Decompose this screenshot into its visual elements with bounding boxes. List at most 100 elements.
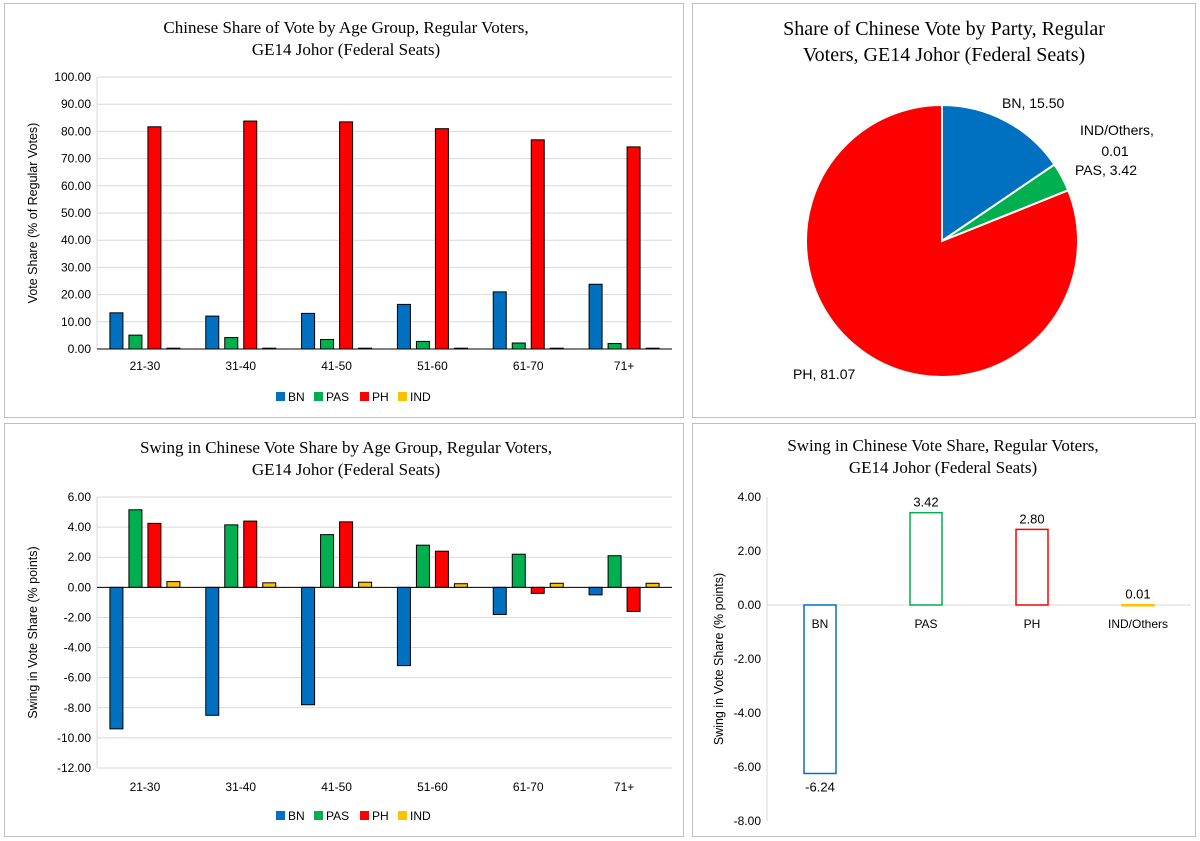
legend-label-bn: BN — [288, 390, 305, 404]
y-axis-label: Vote Share (% of Regular Votes) — [26, 123, 40, 304]
bar-ph — [626, 586, 641, 612]
bar-pas — [224, 524, 239, 588]
y-tick-label: -12.00 — [57, 761, 91, 775]
bar-ph — [147, 126, 162, 350]
y-tick-label: -10.00 — [57, 731, 91, 745]
bar-ind — [166, 581, 181, 588]
legend-label-ph: PH — [372, 809, 389, 823]
y-tick-label: 10.00 — [61, 315, 91, 329]
y-tick-label: -4.00 — [734, 706, 762, 720]
y-tick-label: 4.00 — [68, 520, 92, 534]
bar-ph — [243, 520, 258, 588]
chart-title: Chinese Share of Vote by Age Group, Regu… — [163, 18, 528, 37]
legend-swatch-ind — [398, 811, 407, 820]
panel-vote-share-by-age: Chinese Share of Vote by Age Group, Regu… — [4, 3, 684, 418]
bar-bn — [396, 303, 411, 350]
x-tick-label: 41-50 — [321, 359, 352, 373]
bar-ind — [549, 582, 564, 588]
legend-swatch-ind — [398, 392, 407, 401]
y-tick-label: 6.00 — [68, 490, 92, 504]
pie-label-pas: PAS, 3.42 — [1075, 162, 1137, 178]
x-tick-label: PH — [1024, 617, 1041, 631]
bar-bn — [109, 312, 124, 350]
y-tick-label: -8.00 — [734, 814, 762, 828]
chart-swing-by-party: Swing in Chinese Vote Share, Regular Vot… — [712, 436, 1191, 828]
bar-bn — [492, 291, 507, 350]
y-axis-label: Swing in Vote Share (% points) — [26, 546, 40, 718]
bar-bn — [205, 315, 220, 350]
bar-ind — [453, 583, 468, 588]
y-tick-label: -4.00 — [64, 641, 92, 655]
chart-title: GE14 Johor (Federal Seats) — [252, 40, 440, 59]
y-tick-label: -6.00 — [734, 760, 762, 774]
bar-bn — [588, 586, 603, 596]
bar-ph — [243, 120, 258, 350]
y-tick-label: 50.00 — [61, 206, 91, 220]
legend-label-ph: PH — [372, 390, 389, 404]
x-tick-label: 61-70 — [513, 780, 544, 794]
x-tick-label: 21-30 — [130, 780, 161, 794]
y-axis-label: Swing in Vote Share (% points) — [712, 573, 726, 745]
x-tick-label: PAS — [914, 617, 937, 631]
y-tick-label: 90.00 — [61, 97, 91, 111]
x-tick-label: 31-40 — [225, 359, 256, 373]
legend-label-pas: PAS — [326, 390, 349, 404]
bar-bn — [492, 586, 507, 615]
chart-title: Voters, GE14 Johor (Federal Seats) — [803, 44, 1085, 66]
y-tick-label: 2.00 — [68, 550, 92, 564]
data-label: 2.80 — [1019, 511, 1044, 526]
bar-pas — [909, 511, 943, 606]
bar-bn — [588, 283, 603, 350]
bar-pas — [224, 337, 239, 350]
bar-pas — [415, 544, 430, 588]
panel-party-share-pie: Share of Chinese Vote by Party, Regular V… — [692, 3, 1196, 418]
bar-ph — [530, 586, 545, 594]
y-tick-label: 70.00 — [61, 152, 91, 166]
x-tick-label: 41-50 — [321, 780, 352, 794]
legend-label-ind: IND — [410, 390, 431, 404]
chart-swing-by-age: Swing in Chinese Vote Share by Age Group… — [26, 438, 672, 823]
y-tick-label: -8.00 — [64, 701, 92, 715]
pie-label-ph: PH, 81.07 — [793, 366, 855, 382]
bar-ind — [645, 582, 660, 588]
pie-label-bn: BN, 15.50 — [1002, 95, 1064, 111]
bar-ind — [262, 582, 277, 588]
bar-ind — [358, 581, 373, 588]
x-tick-label: 51-60 — [417, 780, 448, 794]
x-tick-label: 71+ — [614, 359, 634, 373]
chart-vote-share-by-age: Chinese Share of Vote by Age Group, Regu… — [26, 18, 672, 404]
bar-pas — [607, 343, 622, 350]
bar-ph — [339, 521, 354, 588]
pie-slice-bn — [941, 103, 1056, 243]
data-label: 0.01 — [1125, 587, 1150, 602]
x-tick-label: 31-40 — [225, 780, 256, 794]
pie-label-ind-others: IND/Others, — [1080, 122, 1154, 138]
chart-title: Swing in Chinese Vote Share by Age Group… — [140, 438, 552, 457]
y-tick-label: 0.00 — [738, 598, 762, 612]
bar-pas — [128, 509, 143, 588]
legend-label-pas: PAS — [326, 809, 349, 823]
bar-ph — [434, 128, 449, 350]
y-tick-label: 30.00 — [61, 260, 91, 274]
legend-swatch-bn — [276, 392, 285, 401]
bar-ph — [147, 522, 162, 588]
x-tick-label: 71+ — [614, 780, 634, 794]
bar-ph — [339, 121, 354, 350]
legend-swatch-ph — [360, 392, 369, 401]
bar-bn — [109, 586, 124, 730]
data-label: -6.24 — [805, 779, 835, 794]
legend-swatch-pas — [314, 392, 323, 401]
bar-bn — [205, 586, 220, 716]
y-tick-label: -6.00 — [64, 671, 92, 685]
y-tick-label: 80.00 — [61, 124, 91, 138]
x-tick-label: 61-70 — [513, 359, 544, 373]
data-label: 3.42 — [913, 495, 938, 510]
y-tick-label: 100.00 — [54, 70, 91, 84]
x-tick-label: BN — [812, 617, 829, 631]
bar-pas — [320, 338, 335, 350]
legend-swatch-ph — [360, 811, 369, 820]
bar-bn — [301, 586, 316, 706]
legend-swatch-bn — [276, 811, 285, 820]
bar-pas — [511, 342, 526, 350]
chart-title: Swing in Chinese Vote Share, Regular Vot… — [787, 436, 1098, 455]
